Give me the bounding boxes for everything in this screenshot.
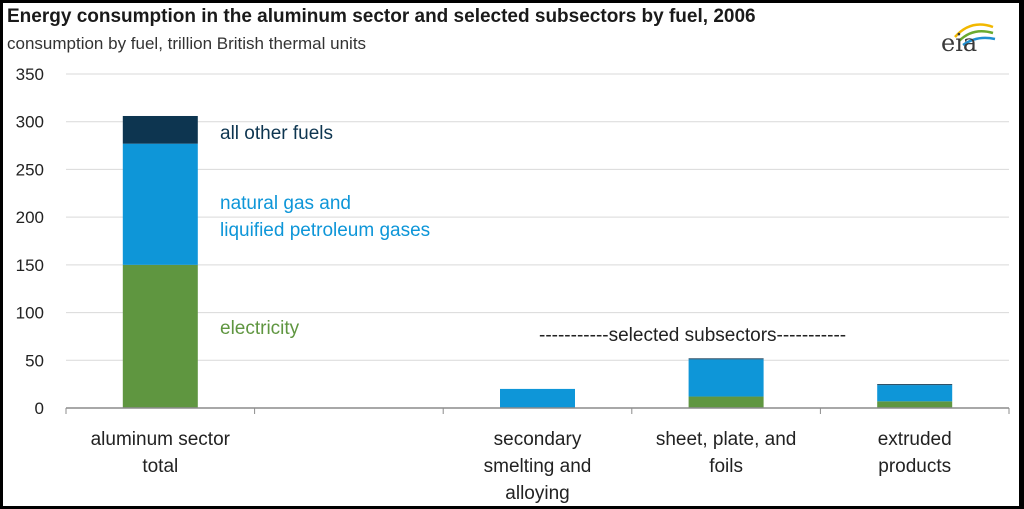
- y-tick-label: 50: [25, 351, 44, 370]
- label-natural-gas-line1: natural gas and: [220, 193, 351, 214]
- label-electricity: electricity: [220, 318, 300, 339]
- eia-logo-text: eia: [941, 29, 978, 57]
- y-tick-label: 350: [16, 65, 44, 84]
- bar-segment: [877, 385, 953, 402]
- y-tick-label: 150: [16, 256, 44, 275]
- category-label: extruded: [878, 429, 952, 450]
- bar-segment: [688, 358, 764, 360]
- category-label: total: [142, 456, 178, 477]
- bar-segment: [122, 143, 198, 265]
- label-other-fuels: all other fuels: [220, 123, 333, 144]
- y-tick-label: 100: [16, 304, 44, 323]
- category-label: alloying: [505, 483, 569, 504]
- chart-title: Energy consumption in the aluminum secto…: [7, 6, 756, 27]
- y-tick-label: 250: [16, 160, 44, 179]
- y-tick-label: 0: [35, 399, 44, 418]
- y-axis-ticks: 0 50 100 150 200 250 300 350: [16, 65, 44, 418]
- category-label: foils: [709, 456, 743, 477]
- bar-segment: [877, 384, 953, 386]
- chart-plot: 0 50 100 150 200 250 300 350 aluminum sector tot…: [16, 65, 1010, 504]
- category-label: aluminum sector: [91, 429, 231, 450]
- eia-logo: eia: [933, 17, 1003, 67]
- bar-segment: [877, 401, 953, 408]
- chart-frame: Energy consumption in the aluminum secto…: [3, 3, 1019, 506]
- bar-segment: [688, 396, 764, 408]
- category-label: products: [878, 456, 951, 477]
- x-axis: [65, 407, 1010, 414]
- bar-segment: [688, 359, 764, 397]
- bars: [122, 115, 953, 408]
- chart-subtitle: consumption by fuel, trillion British th…: [7, 34, 367, 53]
- category-label: sheet, plate, and: [656, 429, 797, 450]
- y-tick-label: 200: [16, 208, 44, 227]
- bar-segment: [122, 115, 198, 144]
- category-label: secondary: [494, 429, 582, 450]
- selected-subsectors-annotation: -----------selected subsectors----------…: [539, 325, 846, 346]
- label-natural-gas-line2: liquified petroleum gases: [220, 220, 430, 241]
- eia-logo-arcs: [954, 23, 996, 47]
- gridlines: [66, 73, 1009, 361]
- category-labels: aluminum sector total secondary smelting an…: [91, 429, 952, 504]
- y-tick-label: 300: [16, 113, 44, 132]
- bar-segment: [500, 388, 575, 408]
- category-label: smelting and: [484, 456, 592, 477]
- bar-segment: [122, 264, 198, 408]
